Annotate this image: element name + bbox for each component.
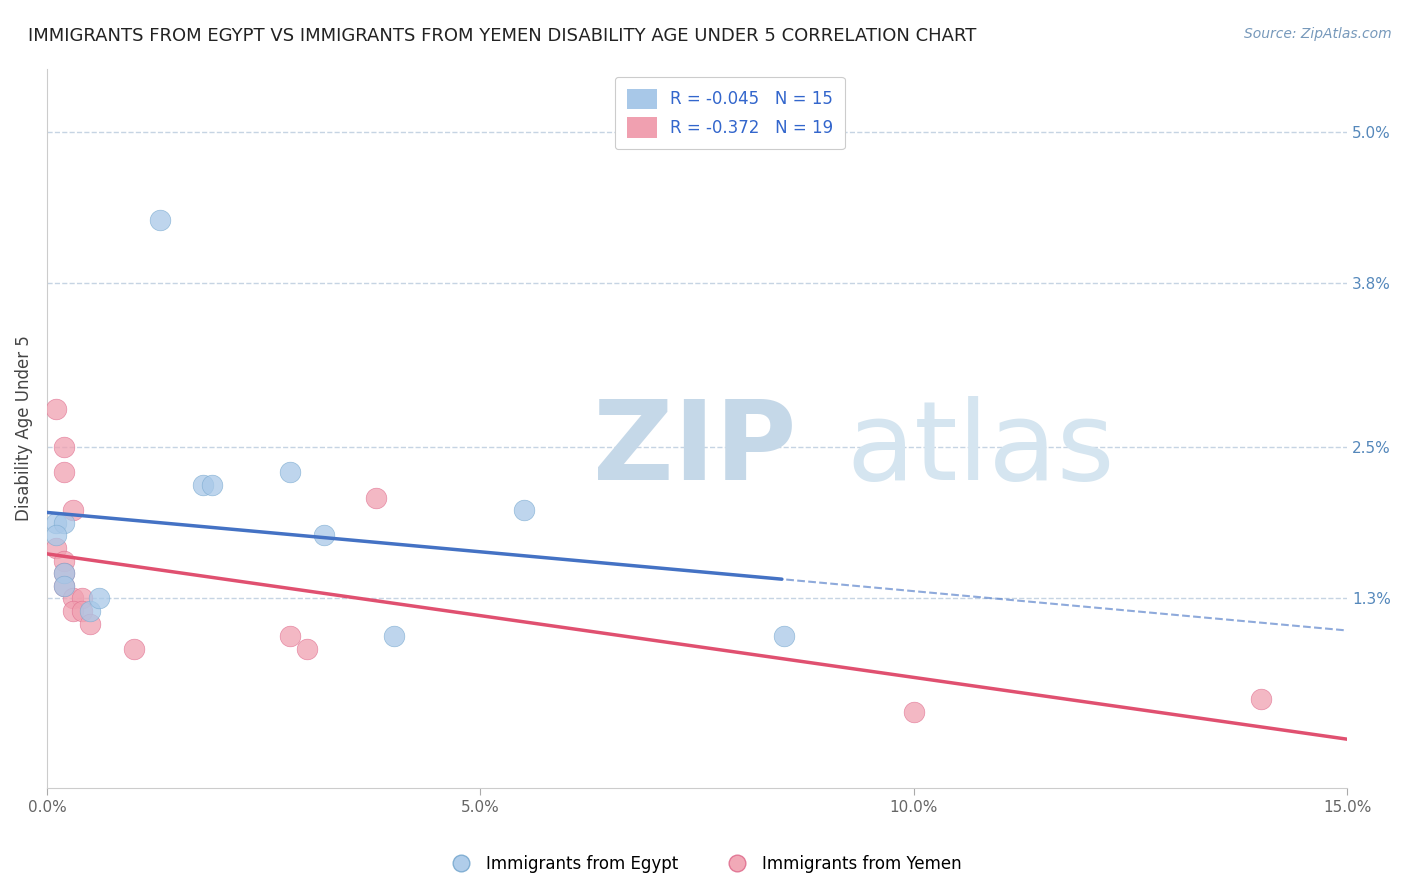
Point <box>278 629 301 643</box>
Point <box>314 528 336 542</box>
Text: IMMIGRANTS FROM EGYPT VS IMMIGRANTS FROM YEMEN DISABILITY AGE UNDER 5 CORRELATIO: IMMIGRANTS FROM EGYPT VS IMMIGRANTS FROM… <box>28 27 977 45</box>
Text: atlas: atlas <box>846 396 1115 503</box>
Point <box>53 440 76 454</box>
Point <box>45 516 67 530</box>
Point <box>53 566 76 581</box>
Point <box>278 465 301 479</box>
Point <box>45 541 67 555</box>
Point <box>1250 692 1272 706</box>
Point <box>149 213 172 227</box>
Point <box>201 478 224 492</box>
Point <box>53 566 76 581</box>
Point <box>70 604 93 618</box>
Point <box>53 465 76 479</box>
Point <box>53 579 76 593</box>
Point <box>62 604 84 618</box>
Point <box>53 554 76 568</box>
Point <box>512 503 534 517</box>
Text: ZIP: ZIP <box>593 396 796 503</box>
Point <box>122 642 145 657</box>
Point <box>62 591 84 606</box>
Point <box>79 604 101 618</box>
Point <box>191 478 214 492</box>
Legend: Immigrants from Egypt, Immigrants from Yemen: Immigrants from Egypt, Immigrants from Y… <box>437 848 969 880</box>
Point <box>45 528 67 542</box>
Point <box>772 629 794 643</box>
Point <box>295 642 318 657</box>
Point <box>53 516 76 530</box>
Point <box>87 591 110 606</box>
Legend: R = -0.045   N = 15, R = -0.372   N = 19: R = -0.045 N = 15, R = -0.372 N = 19 <box>614 77 845 149</box>
Point <box>366 491 388 505</box>
Text: Source: ZipAtlas.com: Source: ZipAtlas.com <box>1244 27 1392 41</box>
Point <box>45 402 67 417</box>
Point <box>70 591 93 606</box>
Point <box>53 579 76 593</box>
Point <box>382 629 405 643</box>
Point <box>903 705 925 719</box>
Y-axis label: Disability Age Under 5: Disability Age Under 5 <box>15 335 32 521</box>
Point <box>79 616 101 631</box>
Point <box>62 503 84 517</box>
